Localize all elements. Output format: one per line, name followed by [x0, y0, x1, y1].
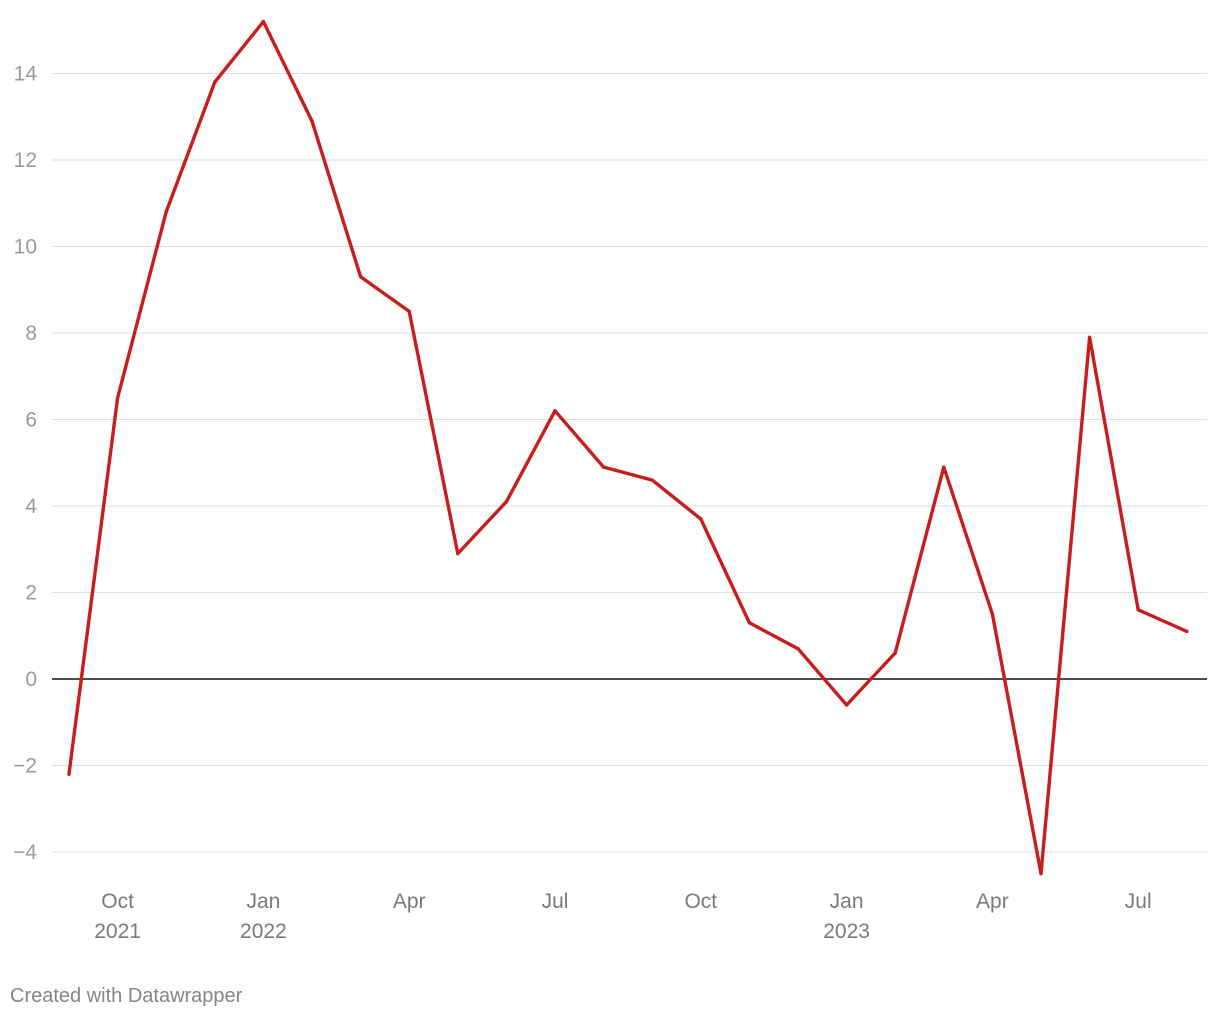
y-tick-label: 4: [25, 495, 37, 518]
data-point: [990, 612, 995, 616]
y-tick-label: 0: [25, 668, 37, 691]
x-tick-label: Oct: [684, 890, 717, 913]
x-tick-label: Apr: [393, 890, 426, 913]
datawrapper-credit: Created with Datawrapper: [10, 985, 243, 1007]
x-tick-label: Jan: [830, 890, 864, 913]
y-tick-label: 2: [25, 582, 37, 605]
data-point: [1185, 629, 1189, 634]
data-point: [310, 119, 314, 123]
y-axis-tick-labels: −4 −2 0 2 4 6 8 10 12 14: [13, 63, 37, 865]
x-tick-year-label: 2021: [94, 920, 141, 943]
data-point: [164, 210, 168, 214]
series-line: [67, 19, 1189, 876]
data-point: [747, 621, 752, 625]
data-point: [407, 309, 411, 314]
y-tick-label: −2: [13, 755, 37, 778]
data-point: [213, 80, 217, 84]
data-point: [796, 647, 800, 651]
y-tick-label: 10: [14, 236, 37, 259]
data-point: [1087, 335, 1092, 340]
data-point: [456, 551, 460, 556]
x-tick-label: Apr: [976, 890, 1009, 913]
gridlines: [52, 73, 1207, 853]
y-tick-label: 6: [25, 409, 37, 432]
line-chart: −4 −2 0 2 4 6 8 10 12 14 Oct 2021 Jan 2022 Apr Jul Oct J…: [13, 19, 1207, 943]
data-point: [115, 396, 120, 400]
y-tick-label: −4: [13, 841, 37, 864]
x-tick-label: Jan: [246, 890, 280, 913]
data-point: [699, 517, 703, 521]
data-point: [358, 275, 363, 279]
y-tick-label: 8: [25, 322, 37, 345]
x-axis-tick-labels: Oct 2021 Jan 2022 Apr Jul Oct Jan 2023 Apr Jul: [94, 890, 1151, 943]
x-tick-label: Oct: [101, 890, 134, 913]
data-point: [650, 478, 654, 482]
y-tick-label: 12: [14, 149, 37, 172]
data-point: [893, 651, 897, 655]
data-point: [601, 465, 606, 469]
x-tick-year-label: 2023: [823, 920, 870, 943]
data-point: [942, 465, 946, 469]
y-tick-label: 14: [14, 63, 38, 86]
data-point: [504, 499, 509, 504]
data-point: [261, 19, 266, 24]
series-layer: [67, 19, 1189, 876]
x-tick-year-label: 2022: [240, 920, 287, 943]
x-tick-label: Jul: [1125, 890, 1152, 913]
data-point: [1136, 608, 1140, 612]
data-point: [553, 409, 557, 413]
x-tick-label: Jul: [542, 890, 569, 913]
data-point: [1039, 871, 1043, 876]
data-point: [67, 772, 71, 776]
data-point: [844, 703, 849, 707]
